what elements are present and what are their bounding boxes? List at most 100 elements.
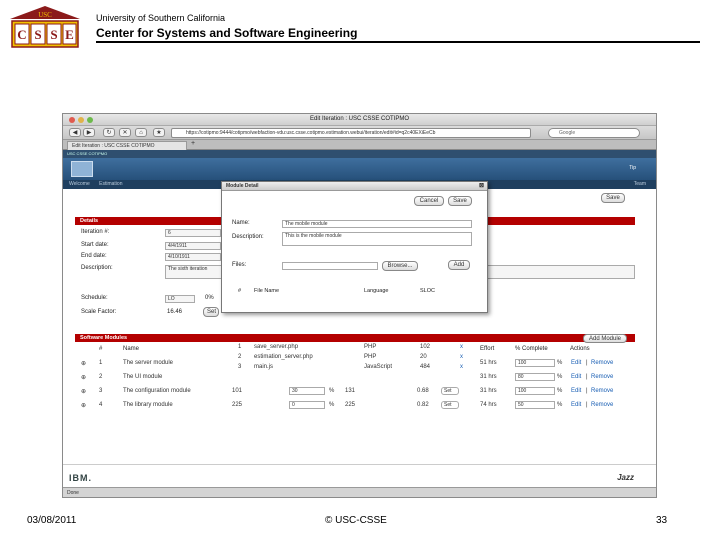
module-complete-field[interactable]: 50 [515,401,555,409]
remove-link[interactable]: Remove [591,402,614,408]
logo-letter: E [65,27,74,42]
file-name: estimation_server.php [254,354,313,360]
remove-file-icon[interactable]: x [460,354,463,360]
edit-link[interactable]: Edit [571,402,582,408]
file-col-name: File Name [254,288,280,294]
module-desc-field[interactable]: This is the mobile module [282,232,472,246]
module-complete-field[interactable]: 100 [515,359,555,367]
col-num: # [99,346,103,352]
module-sloc: 225 [232,402,243,408]
edit-link[interactable]: Edit [571,374,582,380]
modules-section-header: Software Modules [75,334,635,342]
window-title: Edit Iteration : USC CSSE COTIPMO [309,116,410,122]
page-content: Save Details Iteration #: 6 Start date: … [63,181,656,489]
remove-link[interactable]: Remove [591,388,614,394]
set-button[interactable]: Set [441,401,459,409]
address-bar[interactable]: https://cotipmo:9444/cotipmo/webfaction-… [171,128,531,138]
list-item: 3 main.js JavaScript 484 x [236,364,476,374]
module-name: The server module [123,360,174,366]
schedule-select[interactable]: LO [165,295,195,303]
edit-link[interactable]: Edit [571,388,582,394]
window-titlebar: Edit Iteration : USC CSSE COTIPMO [63,114,656,126]
add-module-button[interactable]: Add Module [583,334,627,343]
file-sloc: 102 [420,344,431,350]
module-name-field[interactable]: The mobile module [282,220,472,228]
reload-icon[interactable]: ↻ [103,128,115,137]
module-total: 131 [345,388,356,394]
home-banner-icon[interactable] [71,161,93,177]
zoom-window-button[interactable] [87,117,93,123]
minimize-window-button[interactable] [78,117,84,123]
action-separator: | [586,388,588,394]
file-name: main.js [254,364,274,370]
close-window-button[interactable] [69,117,75,123]
app-top-label: USC CSSE COTIPMO [63,150,656,158]
module-name: The UI module [123,374,163,380]
file-col-sloc: SLOC [420,288,435,294]
save-button[interactable]: Save [601,193,625,203]
tab-edit-iteration[interactable]: Edit Iteration : USC CSSE COTIPMO [67,141,187,150]
file-path-field[interactable] [282,262,378,270]
add-file-button[interactable]: Add [448,260,470,270]
stop-icon[interactable]: ✕ [119,128,131,137]
edit-link[interactable]: Edit [571,360,582,366]
forward-arrow-icon[interactable]: ▶ [83,128,95,137]
col-effort: Effort [480,346,495,352]
home-icon[interactable]: ⌂ [135,128,147,137]
module-ratio: 0.68 [417,388,429,394]
module-effort: 74 hrs [480,402,497,408]
remove-file-icon[interactable]: x [460,344,463,350]
module-complete-field[interactable]: 80 [515,373,555,381]
remove-link[interactable]: Remove [591,374,614,380]
file-language: JavaScript [364,364,393,370]
ibm-logo: IBM. [69,473,92,483]
nav-estimation[interactable]: Estimation [99,181,123,187]
set-button[interactable]: Set [441,387,459,395]
module-num: 3 [99,388,103,394]
status-bar: Done [63,487,656,497]
table-row: ⊕ 1 The server module 51 hrs 100 % Edit … [75,357,635,371]
banner-tip[interactable]: Tip [629,165,636,171]
cancel-button[interactable]: Cancel [414,196,444,206]
back-arrow-icon[interactable]: ◀ [69,128,81,137]
module-complete-field[interactable]: 100 [515,387,555,395]
dialog-save-button[interactable]: Save [448,196,472,206]
close-icon[interactable]: ⊠ [478,183,484,189]
start-date-field[interactable]: 4/4/1911 [165,242,221,250]
bookmark-icon[interactable]: ★ [153,128,165,137]
iteration-field[interactable]: 6 [165,229,221,237]
module-detail-dialog: Module Detail ⊠ Cancel Save Name: The mo… [221,181,488,313]
file-num: 1 [238,344,242,350]
table-row: ⊕ 4 The library module 225 0 % 225 0.82 … [75,399,635,413]
browse-button[interactable]: Browse... [382,261,418,271]
logo-letter: S [34,27,41,42]
search-field[interactable]: Google [548,128,640,138]
nav-team[interactable]: Team [633,181,646,187]
module-effort: 31 hrs [480,388,497,394]
module-reuse-field[interactable]: 30 [289,387,325,395]
expand-icon[interactable]: ⊕ [81,389,87,395]
set-scale-button[interactable]: Set [203,307,219,317]
schedule-percent: 0% [205,295,214,301]
col-complete: % Complete [515,346,548,352]
slide-date: 03/08/2011 [27,515,77,526]
module-ratio: 0.82 [417,402,429,408]
expand-icon[interactable]: ⊕ [81,403,87,409]
module-sloc: 101 [232,388,243,394]
module-reuse-field[interactable]: 0 [289,401,325,409]
expand-icon[interactable]: ⊕ [81,361,87,367]
col-name: Name [123,346,140,352]
expand-icon[interactable]: ⊕ [81,375,87,381]
nav-welcome[interactable]: Welcome [69,181,90,187]
table-row: ⊕ 2 The UI module 31 hrs 80 % Edit | Rem… [75,371,635,385]
remove-link[interactable]: Remove [591,360,614,366]
module-num: 2 [99,374,103,380]
new-tab-icon[interactable]: + [191,140,196,147]
scale-factor-value: 16.46 [167,309,183,315]
remove-file-icon[interactable]: x [460,364,463,370]
end-date-field[interactable]: 4/10/1911 [165,253,221,261]
action-separator: | [586,374,588,380]
app-footer: IBM. Jazz [63,464,656,488]
file-list: 1 save_server.php PHP 102 x 2 estimation… [236,344,476,374]
file-col-language: Language [364,288,389,294]
